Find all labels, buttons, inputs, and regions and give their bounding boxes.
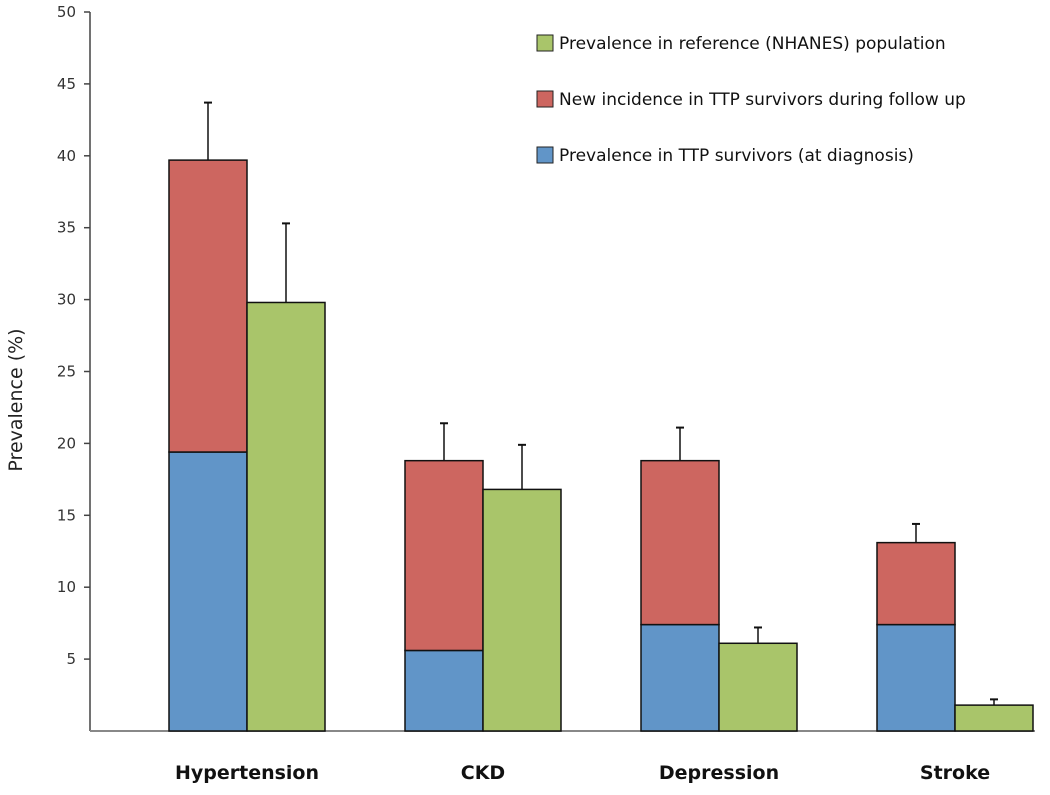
bar-segment [404, 459, 484, 652]
y-tick-label: 20 [57, 434, 76, 452]
bar-segment [876, 623, 956, 732]
bar-reference [246, 301, 326, 732]
legend-swatch [536, 90, 554, 108]
bar-segment [168, 159, 248, 453]
y-tick-label: 15 [57, 506, 76, 524]
y-tick-label: 50 [57, 3, 76, 21]
y-tick-label: 10 [57, 578, 76, 596]
y-tick-label: 25 [57, 363, 76, 381]
legend-swatch [536, 146, 554, 164]
bar-segment [876, 541, 956, 626]
category-label: Depression [659, 762, 779, 784]
bar-reference [718, 642, 798, 732]
bar-reference [954, 704, 1034, 732]
bar-reference [482, 488, 562, 732]
legend-label: Prevalence in reference (NHANES) populat… [559, 34, 946, 54]
y-tick-label: 45 [57, 75, 76, 93]
bars: Hypertension CKD Depression Stroke [168, 101, 1034, 784]
category-label: Hypertension [175, 762, 319, 784]
bar-segment [640, 459, 720, 626]
y-tick-label: 30 [57, 291, 76, 309]
legend: Prevalence in reference (NHANES) populat… [536, 34, 966, 166]
y-axis-label: Prevalence (%) [5, 328, 27, 471]
legend-label: New incidence in TTP survivors during fo… [559, 90, 966, 110]
bar-segment [640, 623, 720, 732]
category-label: CKD [461, 762, 505, 784]
category-label: Stroke [920, 762, 990, 784]
legend-label: Prevalence in TTP survivors (at diagnosi… [559, 146, 914, 166]
legend-swatch [536, 34, 554, 52]
y-tick-label: 35 [57, 219, 76, 237]
y-tick-label: 5 [66, 650, 76, 668]
bar-segment [168, 451, 248, 732]
y-tick-label: 40 [57, 147, 76, 165]
bar-segment [404, 649, 484, 732]
